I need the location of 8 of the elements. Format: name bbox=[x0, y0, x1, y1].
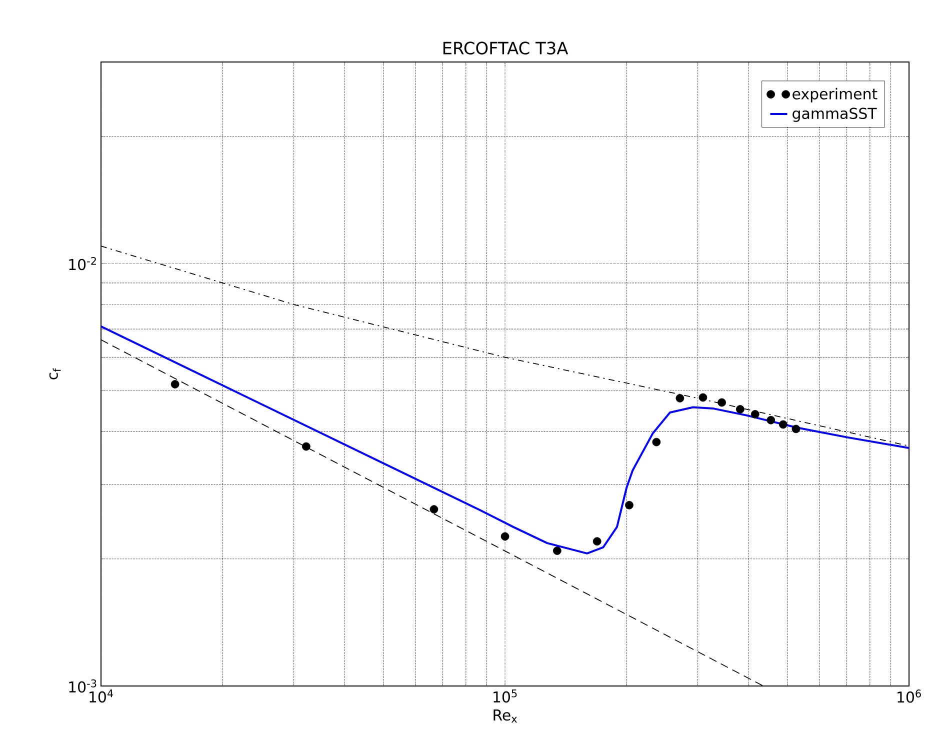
legend-label: experiment bbox=[792, 88, 878, 102]
chart-title: ERCOFTAC T3A bbox=[443, 42, 568, 54]
x-axis-title: Re$_{x}$ bbox=[494, 710, 517, 723]
legend-label: gammaSST bbox=[792, 108, 877, 122]
x-tick-label: 10$^{6}$ bbox=[898, 690, 921, 703]
y-axis-title: c$_{f}$ bbox=[49, 368, 61, 380]
x-tick-label: 10$^{5}$ bbox=[494, 690, 517, 703]
y-tick-label: 10$^{-2}$ bbox=[69, 256, 96, 270]
